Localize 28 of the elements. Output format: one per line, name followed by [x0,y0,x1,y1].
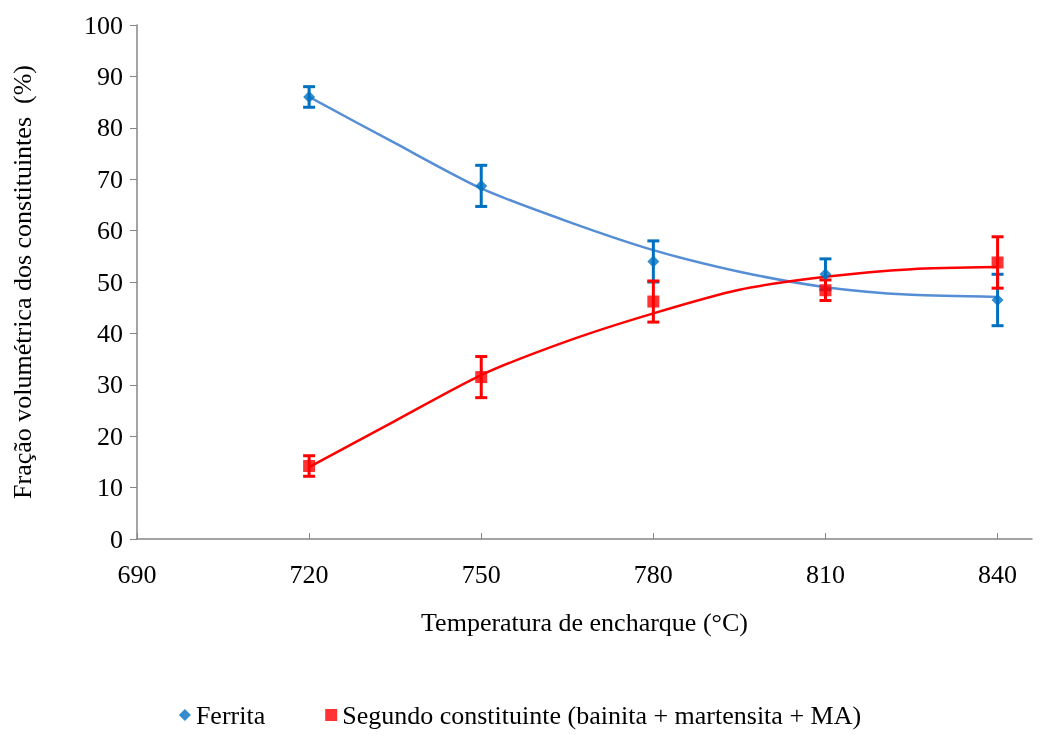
x-tick-label: 810 [805,559,845,589]
y-tick-label: 90 [97,61,123,91]
y-tick-label: 80 [97,113,123,143]
y-tick-label: 100 [84,10,123,40]
x-tick-label: 750 [461,559,501,589]
x-tick-label: 840 [978,559,1018,589]
legend-label: Ferrita [195,700,266,730]
y-tick-label: 20 [97,421,123,451]
x-tick-label: 780 [633,559,673,589]
y-tick-label: 30 [97,370,123,400]
y-tick-label: 0 [110,524,123,554]
y-tick-label: 60 [97,216,123,246]
point [303,460,316,473]
x-tick-label: 720 [289,559,329,589]
y-axis-title: Fração volumétrica dos constituintes (%) [7,65,37,499]
legend-label: Segundo constituinte (bainita + martensita + MA) [342,700,862,730]
y-tick-label: 50 [97,267,123,297]
point [819,268,832,281]
point [647,295,660,308]
point [991,256,1004,269]
y-tick-label: 10 [97,473,123,503]
x-axis-title: Temperatura de encharque (°C) [421,607,748,637]
point [475,371,488,384]
x-tick-label: 690 [117,559,157,589]
y-tick-label: 70 [97,164,123,194]
point [647,255,660,268]
point [819,284,832,297]
y-tick-label: 40 [97,318,123,348]
